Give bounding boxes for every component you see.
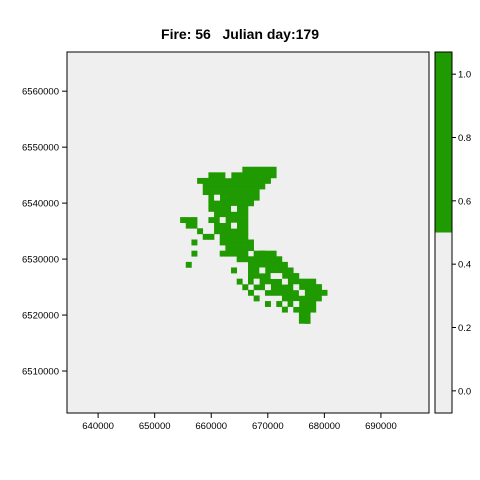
- burned-cell: [264, 301, 271, 307]
- burned-cell-run: [208, 217, 249, 224]
- burned-cell: [281, 306, 288, 313]
- x-tick-label: 640000: [82, 421, 114, 432]
- colorbar: 0.0 0.2 0.4 0.6 0.8 1.0: [434, 51, 471, 414]
- burned-cell: [191, 217, 198, 224]
- colorbar-segment: [435, 232, 452, 413]
- burned-cell-run: [281, 295, 322, 302]
- unburned-cell: [276, 273, 283, 279]
- burned-cell-run: [214, 228, 249, 235]
- burned-cell-run: [208, 200, 254, 207]
- y-tick-label: 6510000: [22, 367, 59, 378]
- burned-cell: [242, 284, 249, 291]
- burned-cell: [276, 301, 283, 307]
- burned-cell: [219, 250, 226, 257]
- colorbar-segment: [435, 52, 452, 233]
- y-axis: 6510000 6520000 6530000 6540000 6550000 65600…: [22, 87, 67, 378]
- colorbar-tick-label: 0.6: [458, 196, 471, 207]
- burned-cell: [236, 278, 243, 285]
- burned-cell-run: [214, 211, 249, 218]
- burned-cell: [202, 183, 209, 190]
- y-tick-label: 6540000: [22, 199, 59, 210]
- x-tick-label: 650000: [139, 421, 171, 432]
- unburned-cell: [293, 301, 300, 307]
- colorbar-frame: [434, 51, 453, 414]
- burned-cell-run: [180, 217, 192, 224]
- burned-cell-run: [248, 166, 277, 173]
- burned-cell: [185, 261, 192, 268]
- burned-cell-run: [208, 189, 260, 196]
- burned-cell-run: [185, 222, 198, 229]
- burned-cell-run: [242, 256, 283, 263]
- unburned-cell: [264, 284, 271, 291]
- burned-cell-run: [219, 233, 249, 240]
- unburned-cell: [281, 278, 288, 285]
- y-tick-label: 6560000: [22, 87, 59, 98]
- colorbar-tick-label: 0.4: [458, 260, 471, 271]
- colorbar-tick-label: 1.0: [458, 70, 471, 81]
- y-tick-label: 6550000: [22, 143, 59, 154]
- unburned-cell: [293, 284, 300, 291]
- burned-cell-run: [225, 245, 254, 251]
- burned-cell-run: [208, 172, 226, 179]
- burned-cell: [202, 233, 209, 240]
- unburned-cell: [231, 222, 237, 229]
- chart-title: Fire: 56 Julian day:179: [161, 26, 319, 42]
- unburned-cell: [270, 273, 277, 279]
- burned-cell: [202, 189, 209, 196]
- plot-frame: [66, 51, 430, 414]
- burned-cell-run: [208, 194, 260, 201]
- unburned-cell: [253, 278, 260, 285]
- burned-cell: [248, 289, 254, 296]
- burned-cell-run: [231, 172, 277, 179]
- burned-cell-run: [287, 301, 317, 307]
- burned-cell-run: [208, 183, 266, 190]
- burned-cell: [304, 317, 311, 324]
- colorbar-tick-label: 0.0: [458, 386, 471, 397]
- burned-cell-run: [293, 306, 317, 313]
- burned-cell: [321, 289, 328, 296]
- burned-cell: [231, 267, 237, 274]
- burned-cell: [315, 284, 322, 291]
- burned-cell-run: [202, 177, 271, 184]
- y-tick-label: 6530000: [22, 255, 59, 266]
- burned-cell-run: [219, 239, 254, 246]
- x-tick-label: 670000: [252, 421, 284, 432]
- x-tick-label: 680000: [309, 421, 341, 432]
- burned-cell: [253, 295, 260, 302]
- x-tick-label: 660000: [195, 421, 227, 432]
- burned-cell-run: [225, 250, 249, 257]
- unburned-cell: [298, 289, 305, 296]
- burned-cell: [191, 250, 198, 257]
- unburned-cell: [231, 205, 237, 212]
- burned-cell: [197, 177, 204, 184]
- unburned-cell: [219, 217, 226, 224]
- burned-cell-run: [264, 289, 322, 296]
- burned-cell-run: [248, 261, 288, 268]
- x-tick-label: 690000: [365, 421, 397, 432]
- burned-cell: [259, 250, 266, 257]
- colorbar-tick-label: 0.8: [458, 133, 471, 144]
- burned-cell: [242, 166, 249, 173]
- colorbar-tick-label: 0.2: [458, 323, 471, 334]
- burned-cell: [208, 233, 215, 240]
- unburned-cell: [259, 267, 266, 274]
- unburned-cell: [225, 172, 232, 179]
- x-axis: 640000 650000 660000 670000 680000 690000: [82, 413, 397, 432]
- burned-cell-run: [248, 267, 294, 274]
- plot-frame-layer: [66, 51, 430, 414]
- raster-layer: [67, 52, 429, 413]
- unburned-cell: [214, 194, 221, 201]
- burned-cell-run: [298, 312, 311, 319]
- burned-cell: [191, 239, 198, 246]
- burned-cell: [236, 256, 243, 263]
- burned-cell-run: [208, 205, 249, 212]
- burned-cell-run: [253, 284, 322, 291]
- burned-cell: [197, 228, 204, 235]
- y-tick-label: 6520000: [22, 311, 59, 322]
